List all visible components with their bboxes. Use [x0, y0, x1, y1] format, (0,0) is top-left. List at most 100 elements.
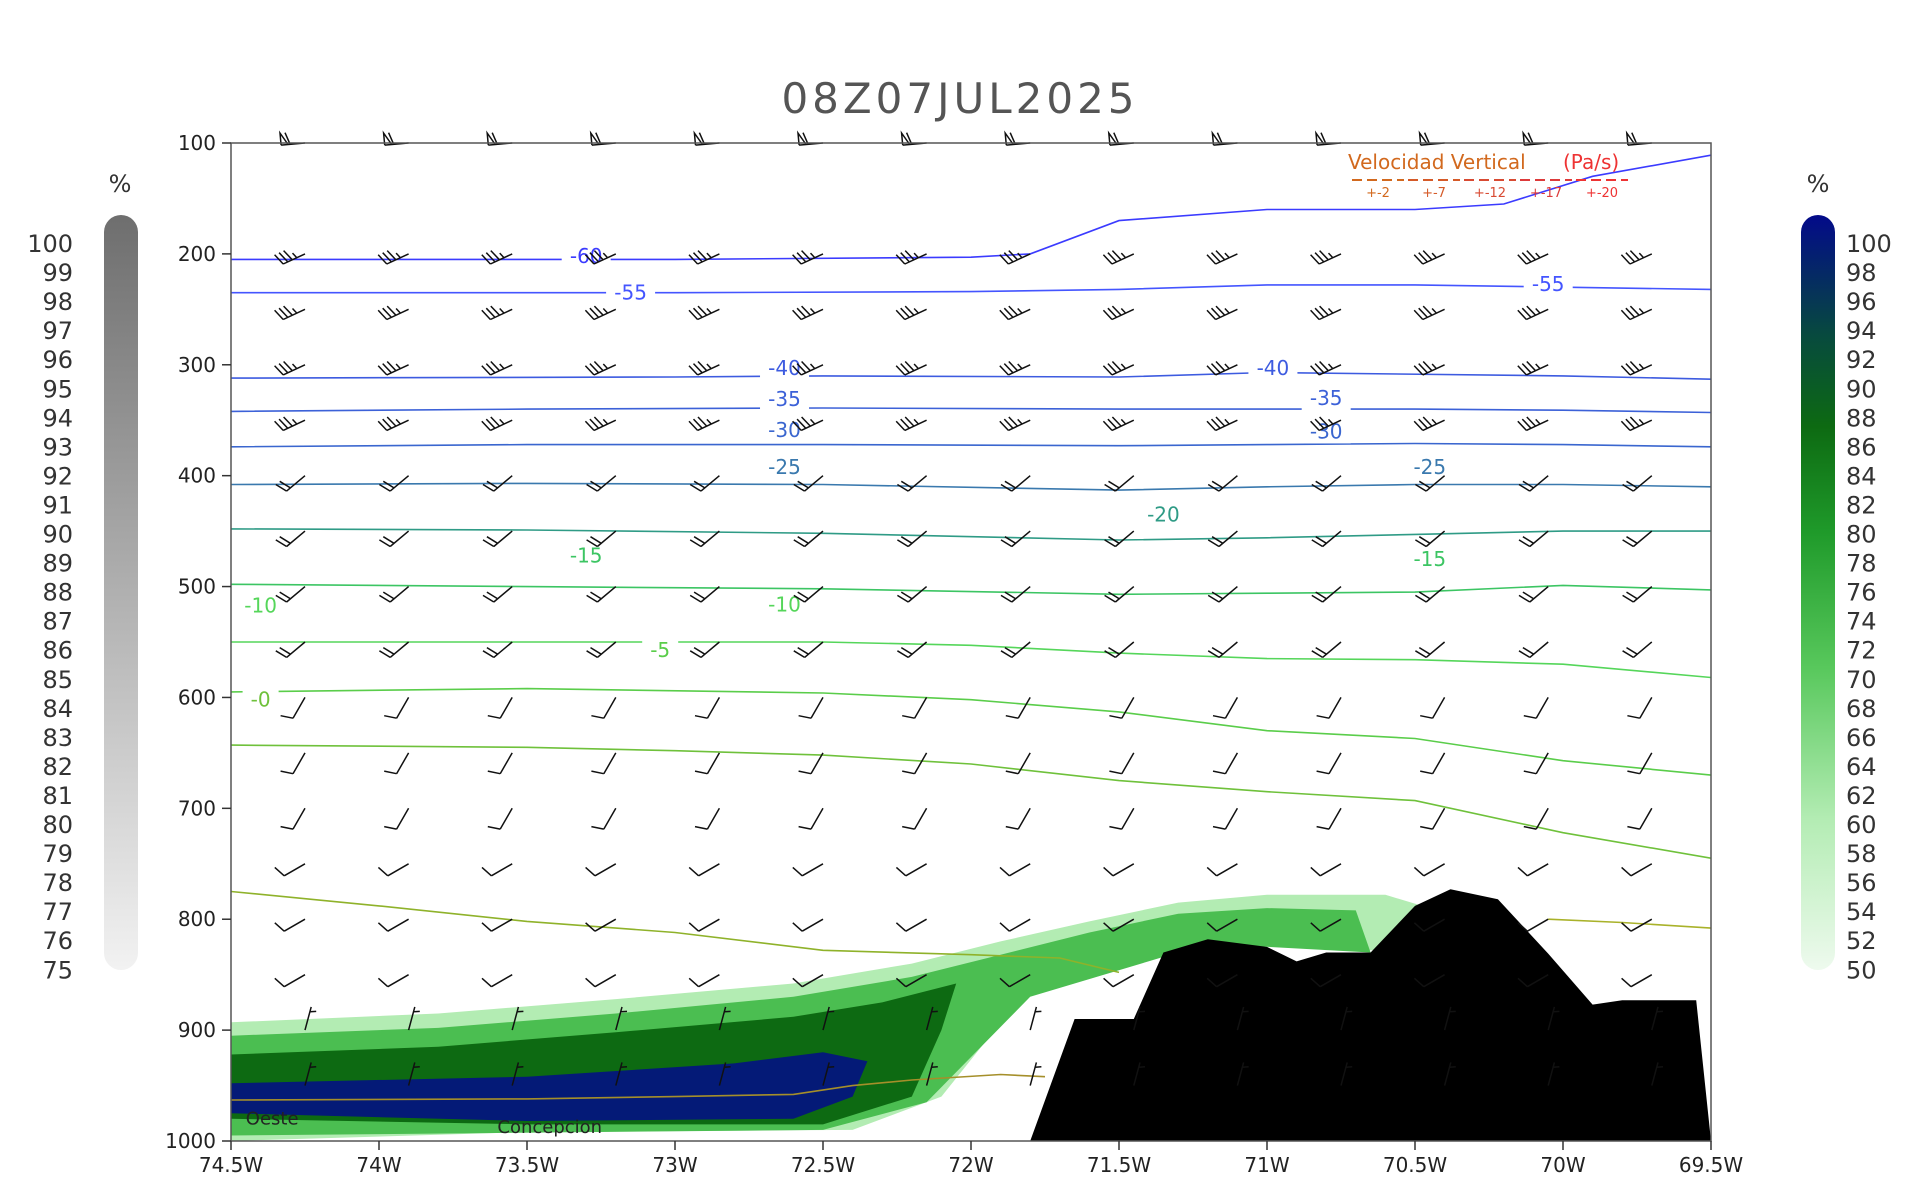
wind-barb — [377, 360, 409, 376]
legend-label: +-20 — [1586, 186, 1618, 201]
wind-barb — [1000, 475, 1031, 492]
humidity-colorbar-label: 82 — [1846, 491, 1877, 519]
wind-barb — [1102, 360, 1135, 376]
humidity-colorbar-label: 98 — [1846, 259, 1877, 287]
wind-barb — [1310, 918, 1342, 932]
wind-barb — [1518, 586, 1549, 603]
isotherm-label-bg — [1248, 356, 1298, 381]
wind-barb — [274, 250, 306, 265]
isotherm-label-bg — [606, 280, 656, 305]
wind-barb — [377, 863, 409, 877]
wind-barb — [511, 1062, 524, 1086]
wind-barb — [1517, 250, 1549, 265]
wind-barb — [688, 863, 720, 877]
humidity-colorbar-label: 90 — [1846, 375, 1877, 403]
wind-barb — [1415, 586, 1446, 603]
wind-barb — [1109, 697, 1135, 719]
legend-label: +-12 — [1474, 186, 1506, 201]
wind-barb — [1311, 475, 1342, 492]
wind-barb — [487, 807, 513, 830]
humidity-colorbar-label: 54 — [1846, 898, 1877, 926]
humidity-colorbar-label: 80 — [1846, 521, 1877, 549]
humidity-colorbar-label: 68 — [1846, 695, 1877, 723]
wind-barb — [694, 752, 721, 775]
wind-barb — [1518, 475, 1549, 492]
wind-barb — [585, 974, 617, 988]
wind-barb — [1523, 752, 1549, 775]
wind-barb — [1000, 586, 1031, 603]
cloud-colorbar-label: 97 — [42, 317, 73, 345]
wind-barb — [1000, 530, 1031, 548]
wind-barb — [1415, 641, 1446, 659]
isotherm-label: -35 — [768, 387, 801, 411]
wind-barb — [1413, 974, 1445, 988]
wind-barb — [1621, 863, 1653, 877]
y-tick-label: 800 — [178, 907, 216, 931]
wind-barb — [999, 863, 1031, 877]
wind-barb — [1443, 1062, 1456, 1086]
wind-barb — [1517, 416, 1549, 432]
wind-barb — [377, 416, 409, 432]
wind-barb — [1104, 530, 1135, 548]
humidity-colorbar-label: 52 — [1846, 927, 1877, 955]
wind-barb — [481, 250, 513, 265]
wind-barb — [1413, 360, 1445, 376]
wind-barb — [798, 697, 824, 719]
wind-barb — [999, 305, 1031, 321]
wind-barb — [584, 360, 617, 376]
humidity-colorbar-label: 66 — [1846, 724, 1877, 752]
wind-barb — [1627, 697, 1653, 719]
x-tick-label: 73W — [652, 1153, 697, 1177]
wind-barb — [384, 697, 410, 719]
isotherm-line — [1548, 918, 1711, 929]
wind-barb — [1029, 1006, 1042, 1031]
wind-barb — [1627, 752, 1653, 775]
legend-unit: (Pa/s) — [1563, 150, 1619, 174]
wind-barb — [1627, 807, 1653, 830]
wind-barb — [377, 250, 409, 265]
cloud-colorbar-label: 75 — [42, 956, 73, 984]
wind-barb — [304, 1062, 317, 1086]
wind-barb — [925, 1006, 938, 1031]
isotherm-label: -40 — [768, 356, 801, 380]
wind-barb — [615, 1006, 628, 1031]
wind-barb — [481, 918, 513, 932]
isotherm-label: -35 — [1310, 386, 1343, 410]
wind-barb — [793, 641, 824, 659]
isotherm-line — [231, 407, 1711, 414]
isotherm-label-bg — [760, 454, 810, 479]
wind-barb — [792, 360, 824, 376]
isotherm-line — [231, 371, 1711, 380]
wind-barb — [379, 586, 410, 603]
wind-barb — [1517, 305, 1549, 321]
wind-barb — [694, 807, 721, 830]
site-label: Concepcion — [497, 1117, 602, 1138]
wind-barb — [1206, 863, 1238, 877]
wind-barb — [689, 475, 720, 492]
cloud-colorbar-label: 99 — [42, 259, 73, 287]
wind-barb — [1104, 475, 1135, 492]
wind-barb — [792, 250, 824, 265]
x-tick-label: 72.5W — [791, 1153, 856, 1177]
wind-barb — [1413, 918, 1445, 932]
wind-barb — [275, 641, 306, 659]
wind-barb — [792, 863, 824, 877]
cloud-colorbar-label: 84 — [42, 695, 73, 723]
isotherm-line — [231, 528, 1711, 541]
wind-barb — [280, 807, 306, 830]
cloud-colorbar-label: 78 — [42, 869, 73, 897]
cloud-colorbar-label: 93 — [42, 433, 73, 461]
cloud-colorbar-label: 87 — [42, 608, 73, 636]
wind-barb — [274, 360, 306, 376]
wind-barb — [481, 416, 513, 432]
wind-barb — [1621, 918, 1653, 932]
wind-barb — [1413, 305, 1445, 321]
wind-barb — [1420, 752, 1446, 775]
wind-barb — [1413, 416, 1445, 432]
wind-barb — [999, 360, 1031, 376]
wind-barb — [689, 641, 720, 659]
wind-barb — [897, 641, 928, 659]
wind-barb — [1443, 1006, 1456, 1031]
wind-barb — [694, 697, 721, 719]
wind-barb — [1207, 641, 1238, 659]
